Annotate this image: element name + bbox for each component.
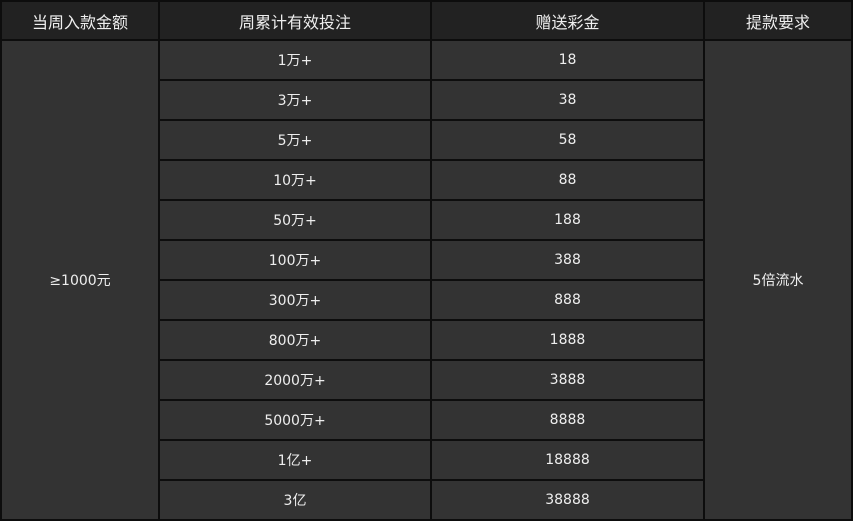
table-row: 5万+ 58 [1,119,852,161]
requirement-cell: 5倍流水 [703,39,853,521]
table-row: 3亿 38888 [1,479,852,521]
bonus-cell: 188 [430,199,705,241]
table-row: 100万+ 388 [1,239,852,281]
header-bonus: 赠送彩金 [430,0,705,41]
table-row: ≥1000元 1万+ 18 5倍流水 [0,39,853,521]
bet-cell: 10万+ [158,159,432,201]
bonus-cell: 388 [430,239,705,281]
bonus-cell: 58 [430,119,705,161]
bonus-cell: 1888 [430,319,705,361]
table-row: 2000万+ 3888 [1,359,852,401]
table-row: 300万+ 888 [1,279,852,321]
bet-cell: 300万+ [158,279,432,321]
bet-cell: 3万+ [158,79,432,121]
bonus-cell: 18888 [430,439,705,481]
deposit-cell: ≥1000元 [0,39,160,521]
header-bet: 周累计有效投注 [158,0,432,41]
bet-cell: 50万+ [158,199,432,241]
bet-cell: 800万+ [158,319,432,361]
bet-cell: 5万+ [158,119,432,161]
bet-cell: 2000万+ [158,359,432,401]
table-row: 5000万+ 8888 [1,399,852,441]
bonus-cell: 18 [430,39,705,81]
table-row: 800万+ 1888 [1,319,852,361]
bet-cell: 1亿+ [158,439,432,481]
header-row: 当周入款金额 周累计有效投注 赠送彩金 提款要求 [0,0,853,41]
bet-cell: 3亿 [158,479,432,521]
table-row: 50万+ 188 [1,199,852,241]
bonus-cell: 38 [430,79,705,121]
bet-cell: 1万+ [158,39,432,81]
table-row: 3万+ 38 [1,79,852,121]
header-requirement: 提款要求 [703,0,853,41]
bonus-cell: 38888 [430,479,705,521]
bet-cell: 100万+ [158,239,432,281]
table-row: 10万+ 88 [1,159,852,201]
bonus-cell: 888 [430,279,705,321]
bonus-cell: 88 [430,159,705,201]
table-row: 1亿+ 18888 [1,439,852,481]
bonus-cell: 3888 [430,359,705,401]
bet-cell: 5000万+ [158,399,432,441]
header-deposit: 当周入款金额 [0,0,160,41]
bonus-cell: 8888 [430,399,705,441]
